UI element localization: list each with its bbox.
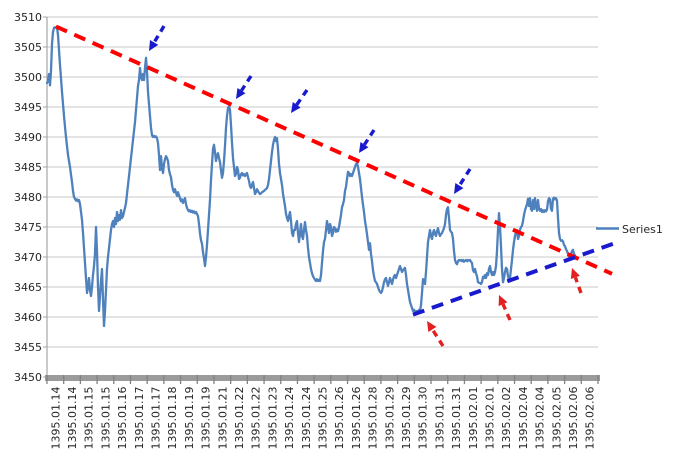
x-tick-label: 1395.01.28 (367, 387, 380, 450)
y-tick-label: 3510 (14, 11, 42, 24)
x-tick-label: 1395.02.05 (550, 387, 563, 450)
gridlines (47, 16, 598, 378)
x-tick-label: 1395.01.16 (116, 387, 129, 450)
y-tick-label: 3490 (14, 131, 42, 144)
y-tick-label: 3465 (14, 281, 42, 294)
y-tick-label: 3450 (14, 371, 42, 384)
legend: Series1 (596, 223, 663, 236)
red-arrow-3 (570, 268, 583, 294)
x-tick-label: 1395.01.23 (266, 387, 279, 450)
x-tick-label: 1395.01.14 (66, 387, 79, 450)
x-tick-label: 1395.01.17 (150, 387, 163, 450)
x-tick-label: 1395.01.21 (216, 387, 229, 450)
legend-label: Series1 (622, 223, 663, 236)
series1-line (45, 26, 577, 328)
x-tick-label: 1395.02.02 (500, 387, 513, 450)
y-axis-labels: 3510 3505 3500 3495 3490 3485 3480 3475 3470 3465… (14, 11, 42, 384)
blue-arrow-3 (291, 89, 309, 113)
x-tick-label: 1395.02.06 (567, 387, 580, 450)
x-tick-label: 1395.02.04 (534, 387, 547, 450)
blue-arrow-5 (454, 168, 472, 194)
x-tick-label: 1395.02.06 (584, 387, 597, 450)
red-arrow-1 (427, 321, 445, 347)
x-tick-label: 1395.01.14 (49, 387, 62, 450)
y-tick-label: 3470 (14, 251, 42, 264)
x-tick-label: 1395.01.15 (99, 387, 112, 450)
y-tick-label: 3500 (14, 71, 42, 84)
x-axis-labels: 1395.01.14 1395.01.14 1395.01.15 1395.01.15… (49, 387, 596, 450)
x-tick-label: 1395.01.22 (233, 387, 246, 450)
support-uptrend-trendline (412, 241, 614, 317)
resistance-downtrend-trendline (55, 24, 613, 276)
x-tick-label: 1395.01.31 (433, 387, 446, 450)
x-tick-label: 1395.01.19 (200, 387, 213, 450)
x-tick-label: 1395.01.26 (350, 387, 363, 450)
x-tick-label: 1395.01.24 (300, 387, 313, 450)
x-tick-label: 1395.02.01 (467, 387, 480, 450)
y-axis (43, 16, 48, 381)
x-tick-label: 1395.01.19 (183, 387, 196, 450)
red-arrow-2 (498, 295, 512, 321)
x-tick-label: 1395.01.25 (317, 387, 330, 450)
x-tick-label: 1395.01.18 (166, 387, 179, 450)
x-axis (45, 375, 600, 384)
x-tick-label: 1395.01.24 (283, 387, 296, 450)
blue-arrow-1 (149, 25, 166, 51)
y-tick-label: 3460 (14, 311, 42, 324)
y-tick-label: 3475 (14, 221, 42, 234)
x-tick-label: 1395.01.30 (417, 387, 430, 450)
y-tick-label: 3485 (14, 161, 42, 174)
x-tick-label: 1395.02.04 (517, 387, 530, 450)
y-tick-label: 3495 (14, 101, 42, 114)
x-tick-label: 1395.01.29 (383, 387, 396, 450)
x-tick-label: 1395.01.22 (250, 387, 263, 450)
x-tick-label: 1395.01.31 (450, 387, 463, 450)
x-tick-label: 1395.02.01 (483, 387, 496, 450)
x-tick-label: 1395.01.17 (133, 387, 146, 450)
y-tick-label: 3505 (14, 41, 42, 54)
y-tick-label: 3480 (14, 191, 42, 204)
x-tick-label: 1395.01.26 (333, 387, 346, 450)
x-tick-label: 1395.01.29 (400, 387, 413, 450)
blue-arrow-2 (236, 75, 253, 99)
x-tick-label: 1395.01.15 (83, 387, 96, 450)
y-tick-label: 3455 (14, 341, 42, 354)
blue-arrow-4 (359, 129, 376, 153)
